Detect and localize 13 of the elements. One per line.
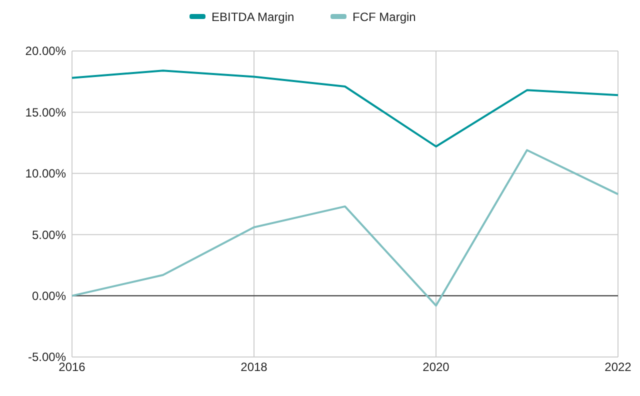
y-tick-label: 10.00% xyxy=(25,166,66,181)
line-series xyxy=(71,149,619,307)
legend-label: FCF Margin xyxy=(352,10,416,24)
line-series xyxy=(71,70,619,148)
x-tick-label: 2018 xyxy=(240,360,268,374)
x-tick-label: 2020 xyxy=(422,360,450,374)
y-tick-label: 15.00% xyxy=(25,105,66,120)
y-tick-label: 0.00% xyxy=(32,289,66,303)
x-tick-label: 2016 xyxy=(58,360,86,374)
x-tick-label: 2022 xyxy=(604,360,632,374)
y-tick-label: 20.00% xyxy=(25,44,66,58)
legend-label: EBITDA Margin xyxy=(212,10,294,24)
y-tick-label: 5.00% xyxy=(32,228,66,242)
